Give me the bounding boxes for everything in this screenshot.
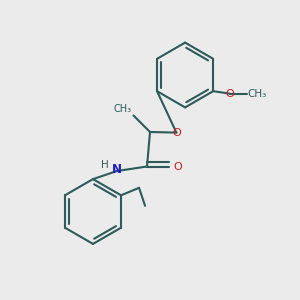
Text: CH₃: CH₃ [114,104,132,114]
Text: O: O [172,128,181,138]
Text: N: N [112,163,122,176]
Text: O: O [173,161,182,172]
Text: CH₃: CH₃ [247,88,266,99]
Text: O: O [225,88,234,99]
Text: H: H [101,160,109,170]
